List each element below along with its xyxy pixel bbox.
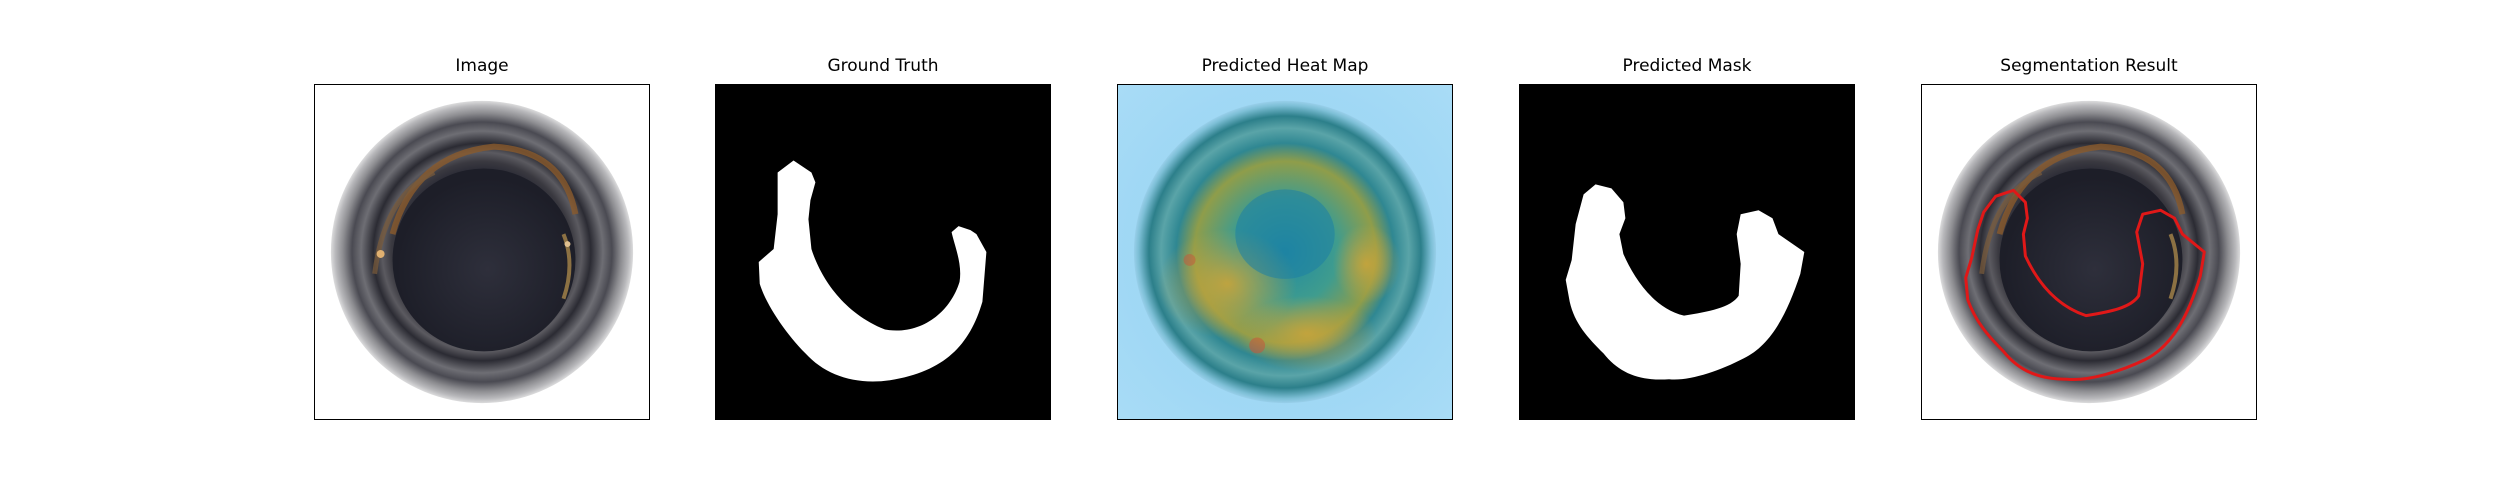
predicted-mask — [1520, 85, 1854, 419]
image-frame — [314, 84, 650, 420]
segmentation-frame — [1921, 84, 2257, 420]
panel-title: Predicted Heat Map — [1201, 56, 1369, 76]
bottle-bottom-photo — [315, 85, 649, 419]
ground-truth-mask — [716, 85, 1050, 419]
predicted-mask-frame — [1519, 84, 1855, 420]
ground-truth-frame — [715, 84, 1051, 420]
segmentation-contour — [1964, 188, 2206, 381]
panel-title: Image — [455, 56, 509, 76]
panel-title: Predicted Mask — [1622, 56, 1752, 76]
contour-overlay — [1922, 85, 2256, 419]
panel-title: Ground Truth — [827, 56, 939, 76]
panel-title: Segmentation Result — [2000, 56, 2178, 76]
heat-map-frame — [1117, 84, 1453, 420]
heat-map-overlay — [1118, 85, 1452, 419]
